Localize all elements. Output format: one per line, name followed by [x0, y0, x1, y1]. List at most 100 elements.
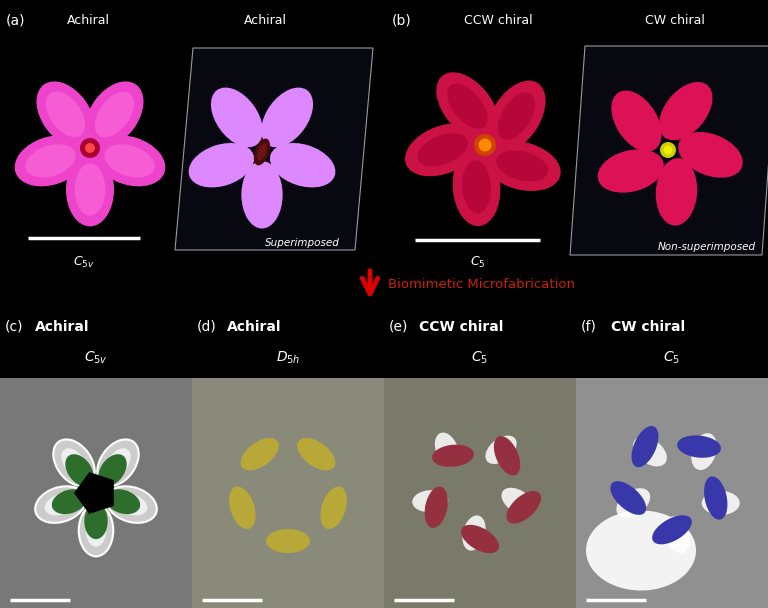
- Ellipse shape: [266, 529, 310, 553]
- Ellipse shape: [211, 88, 263, 147]
- Ellipse shape: [98, 440, 139, 486]
- Ellipse shape: [452, 148, 501, 226]
- Ellipse shape: [412, 490, 449, 513]
- Ellipse shape: [462, 160, 491, 213]
- Text: (b): (b): [392, 14, 412, 28]
- Ellipse shape: [702, 491, 740, 515]
- Ellipse shape: [86, 514, 106, 547]
- Ellipse shape: [45, 494, 76, 516]
- Ellipse shape: [229, 486, 256, 529]
- Ellipse shape: [241, 161, 283, 229]
- Text: (d): (d): [197, 320, 217, 334]
- Text: CCW chiral: CCW chiral: [419, 320, 503, 334]
- Text: Achiral: Achiral: [243, 14, 286, 27]
- Ellipse shape: [611, 481, 646, 515]
- Ellipse shape: [474, 134, 496, 156]
- Ellipse shape: [270, 143, 336, 187]
- Text: $C_5$: $C_5$: [472, 350, 488, 367]
- Ellipse shape: [94, 91, 134, 137]
- Ellipse shape: [656, 158, 697, 226]
- Polygon shape: [175, 48, 373, 250]
- Ellipse shape: [659, 82, 713, 140]
- Ellipse shape: [37, 81, 94, 147]
- Ellipse shape: [85, 143, 95, 153]
- Ellipse shape: [447, 84, 488, 129]
- Ellipse shape: [25, 144, 75, 178]
- Ellipse shape: [652, 515, 692, 544]
- Ellipse shape: [478, 139, 492, 151]
- Ellipse shape: [487, 81, 545, 152]
- Text: Achiral: Achiral: [35, 320, 90, 334]
- Ellipse shape: [432, 444, 474, 467]
- Ellipse shape: [417, 133, 468, 167]
- Ellipse shape: [436, 72, 498, 140]
- Ellipse shape: [502, 488, 534, 515]
- Bar: [576, 378, 768, 608]
- Ellipse shape: [435, 432, 459, 467]
- Text: (c): (c): [5, 320, 24, 334]
- Ellipse shape: [297, 438, 336, 471]
- Ellipse shape: [53, 440, 94, 486]
- Ellipse shape: [116, 494, 147, 516]
- Ellipse shape: [506, 491, 541, 523]
- Ellipse shape: [462, 516, 485, 551]
- Text: Superimposed: Superimposed: [265, 238, 340, 248]
- Text: Biomimetic Microfabrication: Biomimetic Microfabrication: [388, 278, 575, 291]
- Ellipse shape: [94, 136, 165, 187]
- Ellipse shape: [84, 503, 108, 539]
- Ellipse shape: [104, 144, 154, 178]
- Ellipse shape: [15, 136, 86, 187]
- Ellipse shape: [664, 516, 690, 553]
- Ellipse shape: [61, 448, 87, 477]
- Ellipse shape: [617, 488, 650, 518]
- Text: CW chiral: CW chiral: [611, 320, 685, 334]
- Ellipse shape: [494, 436, 520, 475]
- Ellipse shape: [664, 145, 673, 154]
- Bar: [0, 316, 768, 378]
- Ellipse shape: [660, 142, 676, 158]
- Ellipse shape: [35, 486, 85, 523]
- Ellipse shape: [51, 489, 87, 514]
- Ellipse shape: [586, 511, 696, 590]
- Ellipse shape: [74, 164, 105, 216]
- Ellipse shape: [66, 153, 114, 226]
- Text: (f): (f): [581, 320, 597, 334]
- Ellipse shape: [631, 426, 658, 467]
- Ellipse shape: [485, 435, 517, 464]
- Ellipse shape: [105, 448, 131, 477]
- Ellipse shape: [189, 143, 254, 187]
- Ellipse shape: [240, 438, 279, 471]
- Ellipse shape: [107, 486, 157, 523]
- Ellipse shape: [46, 91, 85, 137]
- Ellipse shape: [691, 433, 717, 470]
- Ellipse shape: [611, 91, 661, 151]
- Polygon shape: [570, 46, 768, 255]
- Ellipse shape: [498, 92, 535, 140]
- Text: Achiral: Achiral: [67, 14, 110, 27]
- Ellipse shape: [261, 88, 313, 147]
- Text: $D_{5h}$: $D_{5h}$: [276, 350, 300, 367]
- Ellipse shape: [105, 489, 141, 514]
- Ellipse shape: [65, 454, 94, 486]
- Text: (a): (a): [6, 14, 25, 28]
- Ellipse shape: [98, 454, 127, 486]
- Ellipse shape: [704, 477, 727, 520]
- Text: $C_5$: $C_5$: [470, 255, 486, 270]
- Ellipse shape: [85, 81, 144, 147]
- Ellipse shape: [405, 123, 480, 176]
- Text: (e): (e): [389, 320, 409, 334]
- Text: CCW chiral: CCW chiral: [464, 14, 532, 27]
- Ellipse shape: [496, 151, 548, 181]
- Ellipse shape: [78, 505, 114, 556]
- Ellipse shape: [484, 141, 561, 191]
- Text: Non-superimposed: Non-superimposed: [658, 242, 756, 252]
- Ellipse shape: [320, 486, 347, 529]
- Text: $C_5$: $C_5$: [664, 350, 680, 367]
- Ellipse shape: [633, 437, 667, 466]
- FancyArrowPatch shape: [362, 271, 378, 294]
- Ellipse shape: [80, 138, 100, 158]
- Ellipse shape: [254, 139, 270, 165]
- Ellipse shape: [677, 435, 721, 458]
- Ellipse shape: [678, 132, 743, 178]
- Bar: [384, 378, 576, 608]
